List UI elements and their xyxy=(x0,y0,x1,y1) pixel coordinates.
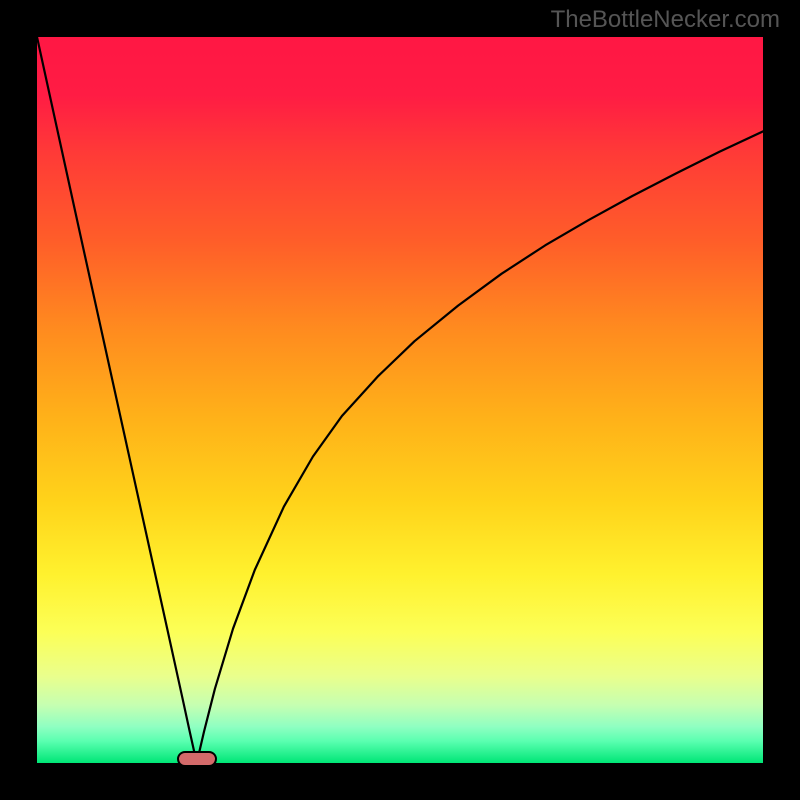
optimum-marker xyxy=(177,751,217,767)
chart-container: TheBottleNecker.com xyxy=(0,0,800,800)
plot-area xyxy=(37,37,763,763)
watermark-text: TheBottleNecker.com xyxy=(551,6,780,34)
bottleneck-curve xyxy=(37,37,763,763)
